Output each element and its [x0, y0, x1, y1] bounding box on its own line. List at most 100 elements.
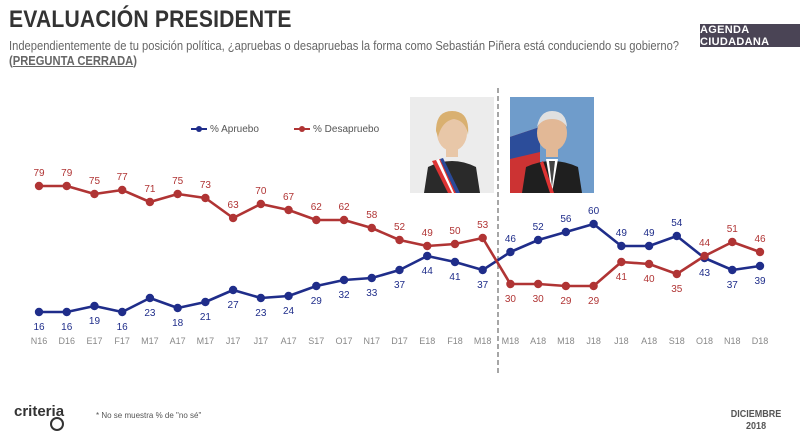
report-year: 2018 [746, 421, 767, 432]
data-point [672, 269, 682, 279]
data-point [617, 241, 626, 251]
data-label: 62 [311, 202, 323, 213]
x-tick-label: N16 [31, 336, 48, 346]
data-label: 30 [505, 294, 517, 305]
x-tick-label: A17 [281, 336, 297, 346]
data-label: 54 [671, 218, 683, 229]
data-point [284, 205, 293, 215]
series-desapruebo: 79 79 75 77 71 75 73 63 70 67 62 62 58 52 49 50 53 30 30 29… [33, 168, 766, 307]
x-tick-label: M18 [502, 336, 520, 346]
legend-marker [196, 126, 202, 132]
data-point [644, 241, 654, 251]
report-date: DICIEMBRE 2018 [731, 409, 782, 433]
data-point [423, 251, 432, 261]
data-point [644, 259, 654, 269]
data-label: 27 [228, 300, 240, 311]
question-type-label: PREGUNTA CERRADA [12, 53, 134, 68]
data-label: 62 [338, 202, 350, 213]
data-point [728, 237, 737, 247]
data-label: 44 [699, 238, 711, 249]
data-point [339, 215, 349, 225]
data-point [173, 189, 182, 199]
data-label: 53 [477, 220, 489, 231]
data-label: 46 [754, 234, 766, 245]
legend-item-apruebo: % Apruebo [191, 124, 259, 135]
series-layer: 16 16 19 16 23 18 21 27 23 24 29 32 33 37 44 41 37 46 52 56… [33, 168, 766, 333]
page-title: EVALUACIÓN PRESIDENTE [9, 6, 292, 33]
data-label: 41 [616, 272, 628, 283]
x-tick-label: E17 [86, 336, 102, 346]
question-type-close: ) [133, 53, 137, 68]
data-point [755, 261, 765, 271]
data-label: 46 [505, 234, 517, 245]
x-tick-label: D17 [391, 336, 408, 346]
data-point [533, 279, 543, 289]
data-point [700, 251, 709, 261]
data-point [506, 247, 515, 257]
data-label: 37 [477, 280, 489, 291]
data-label: 40 [644, 274, 656, 285]
x-tick-label: S18 [669, 336, 685, 346]
data-label: 63 [228, 200, 240, 211]
data-label: 56 [560, 214, 572, 225]
data-point [62, 307, 71, 317]
data-label: 52 [533, 222, 545, 233]
data-point [256, 199, 266, 209]
data-point [672, 231, 682, 241]
data-label: 75 [89, 176, 101, 187]
x-tick-label: A18 [641, 336, 657, 346]
data-label: 37 [727, 280, 739, 291]
footnote: * No se muestra % de "no sé" [96, 411, 202, 420]
data-label: 51 [727, 224, 739, 235]
data-label: 16 [33, 322, 45, 333]
data-point [506, 279, 515, 289]
data-point [228, 213, 238, 223]
x-tick-label: M18 [557, 336, 575, 346]
data-label: 16 [61, 322, 73, 333]
x-tick-label: A17 [170, 336, 186, 346]
data-point [173, 303, 182, 313]
data-label: 50 [449, 226, 461, 237]
data-label: 49 [422, 228, 434, 239]
data-point [533, 235, 543, 245]
x-tick-label: N17 [364, 336, 381, 346]
data-point [395, 235, 404, 245]
data-point [617, 257, 626, 267]
x-tick-label: O17 [336, 336, 353, 346]
data-point [34, 181, 44, 191]
data-point [450, 239, 460, 249]
data-label: 35 [671, 284, 683, 295]
data-point [589, 219, 598, 229]
x-tick-label: O18 [696, 336, 713, 346]
question-type-open: ( [9, 53, 13, 68]
data-point [478, 233, 487, 243]
data-point [561, 227, 571, 237]
data-label: 21 [200, 312, 212, 323]
data-point [228, 285, 238, 295]
data-label: 79 [33, 168, 45, 179]
x-tick-label: E18 [419, 336, 435, 346]
data-point [755, 247, 765, 257]
report-month: DICIEMBRE [730, 409, 782, 420]
data-label: 73 [200, 180, 212, 191]
data-point [423, 241, 432, 251]
data-point [284, 291, 293, 301]
data-label: 79 [61, 168, 73, 179]
data-label: 29 [588, 296, 600, 307]
x-tick-label: J17 [226, 336, 241, 346]
x-tick-label: F18 [447, 336, 463, 346]
legend-label: % Desapruebo [313, 124, 380, 135]
data-label: 60 [588, 206, 600, 217]
criteria-logo: criteria [14, 403, 64, 431]
president-bachelet-photo [410, 97, 494, 193]
legend-label: % Apruebo [210, 124, 259, 135]
data-point [561, 281, 571, 291]
legend-item-desapruebo: % Desapruebo [294, 124, 380, 135]
magnifier-icon [50, 417, 64, 431]
data-label: 75 [172, 176, 184, 187]
data-point [201, 193, 210, 203]
data-label: 32 [338, 290, 350, 301]
data-label: 23 [144, 308, 156, 319]
data-point [339, 275, 349, 285]
